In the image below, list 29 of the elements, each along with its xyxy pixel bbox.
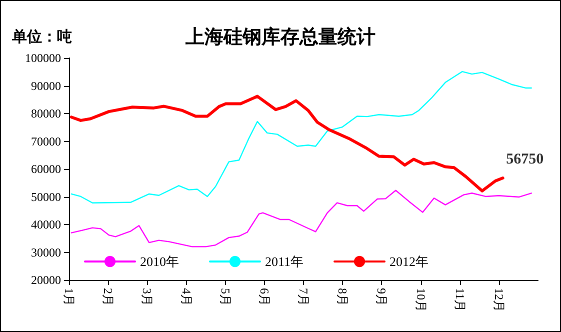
chart-title: 上海硅钢库存总量统计 — [184, 26, 376, 48]
x-tick-label: 3月 — [140, 288, 154, 306]
y-tick-label: 20000 — [31, 273, 61, 287]
annotation: 56750 — [506, 152, 544, 168]
line-series — [70, 190, 532, 248]
x-tick-label: 12月 — [492, 288, 506, 312]
y-axis-title: 单位：吨 — [11, 28, 72, 46]
y-tick-label: 50000 — [31, 190, 61, 204]
legend-label: 2011年 — [265, 254, 304, 269]
y-tick-label: 40000 — [31, 218, 61, 232]
y-tick-label: 90000 — [31, 78, 61, 93]
y-tick-label: 30000 — [31, 245, 61, 260]
x-tick-label: 2月 — [101, 288, 116, 306]
x-tick-label: 11月 — [452, 288, 467, 312]
x-tick-label: 5月 — [218, 288, 232, 306]
x-tick-label: 8月 — [336, 288, 350, 306]
y-tick-label: 70000 — [31, 134, 61, 148]
y-tick-label: 100000 — [25, 51, 61, 65]
x-tick-label: 1月 — [62, 288, 76, 306]
x-tick-label: 7月 — [296, 288, 310, 306]
y-tick-label: 80000 — [31, 106, 61, 120]
x-tick-label: 4月 — [179, 288, 194, 306]
legend-label: 2010年 — [140, 254, 179, 269]
legend-label: 2012年 — [390, 254, 429, 269]
y-tick-label: 60000 — [31, 162, 61, 176]
x-tick-label: 9月 — [374, 288, 389, 306]
x-tick-label: 10月 — [414, 288, 428, 312]
line-series — [70, 94, 504, 192]
x-tick-label: 6月 — [257, 288, 272, 306]
